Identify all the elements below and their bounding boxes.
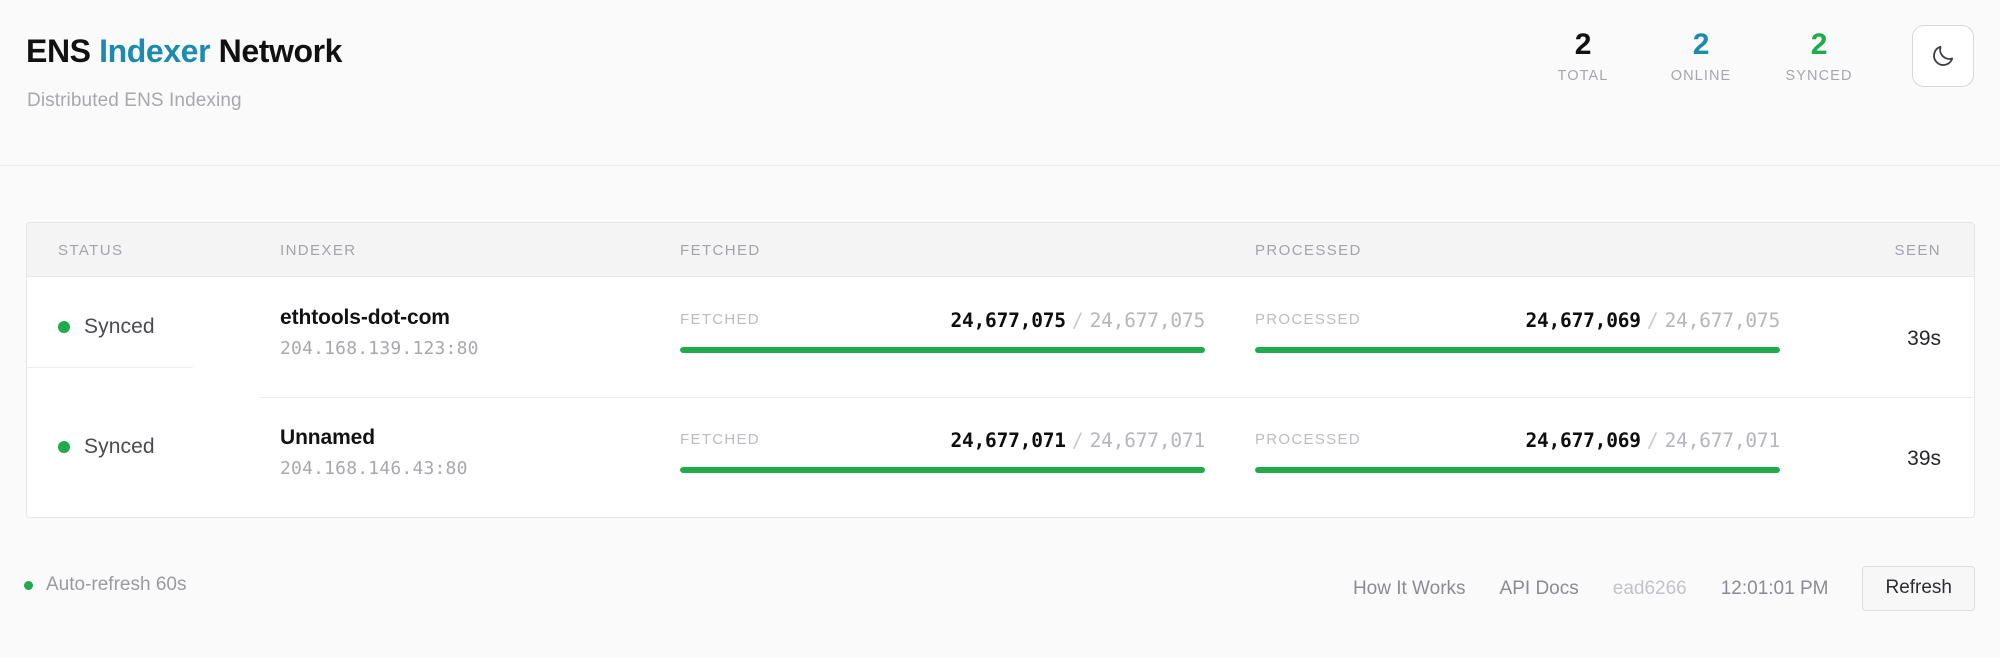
api-docs-link[interactable]: API Docs (1499, 577, 1579, 599)
column-header-indexer: INDEXER (280, 242, 357, 259)
row-status-label: Synced (84, 315, 155, 338)
page-title: ENS Indexer Network (26, 33, 342, 70)
network-stats: 2 TOTAL 2 ONLINE 2 SYNCED (1524, 28, 1878, 84)
how-it-works-link[interactable]: How It Works (1352, 577, 1466, 599)
row-fetched-progress-fill (680, 467, 1205, 473)
row-processed-current: 24,677,069 (1525, 429, 1641, 452)
row-fetched-values: 24,677,075/24,677,075 (950, 309, 1205, 332)
stat-synced-label: SYNCED (1785, 68, 1853, 84)
row-divider-status (27, 367, 193, 368)
auto-refresh-indicator: Auto-refresh 60s (24, 574, 186, 596)
page-title-accent: Indexer (99, 33, 211, 69)
stat-synced: 2 SYNCED (1760, 28, 1878, 84)
row-fetched-total: 24,677,071 (1089, 429, 1206, 452)
column-header-processed: PROCESSED (1255, 242, 1362, 259)
row-processed-current: 24,677,069 (1525, 309, 1641, 332)
indexers-table: STATUS INDEXER FETCHED PROCESSED SEEN Sy… (26, 222, 1975, 518)
row-processed-metric: PROCESSED 24,677,069/24,677,071 (1255, 429, 1780, 473)
table-header-row: STATUS INDEXER FETCHED PROCESSED SEEN (27, 223, 1974, 277)
row-processed-progressbar (1255, 467, 1780, 473)
footer-actions: How It Works API Docs ead6266 12:01:01 P… (1353, 566, 1975, 611)
row-fetched-current: 24,677,075 (950, 309, 1066, 332)
row-processed-progress-fill (1255, 347, 1780, 353)
row-indexer-address: 204.168.139.123:80 (280, 338, 479, 359)
page-title-suffix: Network (210, 33, 343, 69)
row-fetched-label: FETCHED (680, 431, 760, 448)
row-status-label: Synced (84, 435, 155, 458)
row-fetched-values: 24,677,071/24,677,071 (950, 429, 1205, 452)
page-header: ENS Indexer Network Distributed ENS Inde… (0, 0, 2000, 166)
commit-hash: ead6266 (1612, 577, 1687, 599)
last-updated-time: 12:01:01 PM (1720, 577, 1829, 599)
stat-online: 2 ONLINE (1642, 28, 1760, 84)
row-fetched-metric: FETCHED 24,677,075/24,677,075 (680, 309, 1205, 353)
auto-refresh-dot-icon (24, 580, 33, 590)
column-header-status: STATUS (58, 242, 124, 259)
page-subtitle: Distributed ENS Indexing (27, 90, 242, 111)
row-fetched-progressbar (680, 347, 1205, 353)
row-seen: 39s (1907, 327, 1941, 350)
row-indexer-name: ethtools-dot-com (280, 306, 450, 329)
page-title-prefix: ENS (26, 33, 100, 69)
row-processed-values: 24,677,069/24,677,075 (1525, 309, 1780, 332)
row-processed-separator: / (1646, 309, 1659, 332)
page-footer: Auto-refresh 60s How It Works API Docs e… (0, 560, 2000, 620)
row-processed-total: 24,677,075 (1664, 309, 1781, 332)
row-processed-separator: / (1646, 429, 1659, 452)
row-fetched-progress-fill (680, 347, 1205, 353)
row-fetched-progressbar (680, 467, 1205, 473)
stat-online-value: 2 (1692, 28, 1710, 61)
row-fetched-separator: / (1071, 429, 1084, 452)
table-row[interactable]: Synced ethtools-dot-com 204.168.139.123:… (27, 277, 1974, 397)
row-indexer-name: Unnamed (280, 426, 375, 449)
stat-total-value: 2 (1574, 28, 1592, 61)
refresh-button[interactable]: Refresh (1862, 566, 1975, 611)
row-indexer: ethtools-dot-com 204.168.139.123:80 (280, 304, 479, 360)
row-processed-label: PROCESSED (1255, 431, 1361, 448)
row-indexer-address: 204.168.146.43:80 (280, 458, 468, 479)
stat-synced-value: 2 (1810, 28, 1828, 61)
theme-toggle-button[interactable] (1912, 25, 1974, 87)
row-processed-values: 24,677,069/24,677,071 (1525, 429, 1780, 452)
stat-total-label: TOTAL (1557, 68, 1609, 84)
row-indexer: Unnamed 204.168.146.43:80 (280, 424, 468, 480)
stat-total: 2 TOTAL (1524, 28, 1642, 84)
row-status: Synced (58, 315, 155, 339)
row-status: Synced (58, 435, 155, 459)
status-dot-icon (58, 321, 70, 333)
auto-refresh-label: Auto-refresh 60s (46, 574, 187, 595)
row-fetched-label: FETCHED (680, 311, 760, 328)
row-processed-progressbar (1255, 347, 1780, 353)
table-row[interactable]: Synced Unnamed 204.168.146.43:80 FETCHED… (27, 397, 1974, 517)
row-fetched-separator: / (1071, 309, 1084, 332)
row-processed-label: PROCESSED (1255, 311, 1361, 328)
row-fetched-total: 24,677,075 (1089, 309, 1206, 332)
moon-icon (1930, 43, 1956, 69)
row-processed-total: 24,677,071 (1664, 429, 1781, 452)
status-dot-icon (58, 441, 70, 453)
column-header-seen: SEEN (1894, 242, 1941, 259)
stat-online-label: ONLINE (1670, 68, 1732, 84)
row-processed-metric: PROCESSED 24,677,069/24,677,075 (1255, 309, 1780, 353)
row-seen: 39s (1907, 447, 1941, 470)
row-fetched-current: 24,677,071 (950, 429, 1066, 452)
row-processed-progress-fill (1255, 467, 1780, 473)
row-fetched-metric: FETCHED 24,677,071/24,677,071 (680, 429, 1205, 473)
column-header-fetched: FETCHED (680, 242, 761, 259)
